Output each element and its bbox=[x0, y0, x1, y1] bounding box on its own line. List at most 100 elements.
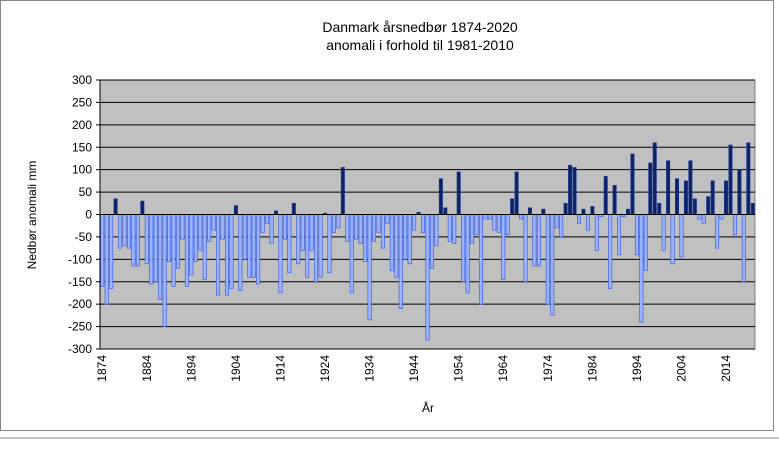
bar bbox=[581, 208, 586, 215]
bar bbox=[175, 214, 180, 269]
y-tick-label: -200 bbox=[68, 297, 92, 311]
bar bbox=[438, 178, 443, 215]
x-tick-label: 1984 bbox=[585, 355, 599, 382]
bar bbox=[300, 214, 305, 251]
bar bbox=[149, 214, 154, 285]
bar bbox=[706, 196, 711, 215]
bar bbox=[496, 214, 501, 233]
bar bbox=[527, 207, 532, 215]
bar bbox=[563, 202, 568, 215]
bar bbox=[429, 214, 434, 269]
bar bbox=[345, 214, 350, 242]
bar bbox=[577, 214, 581, 224]
bar bbox=[501, 214, 506, 280]
bar bbox=[180, 214, 185, 240]
bar bbox=[287, 214, 292, 274]
bar bbox=[184, 214, 189, 287]
bar bbox=[545, 214, 550, 305]
bar bbox=[296, 214, 301, 265]
x-tick-label: 1924 bbox=[318, 355, 332, 382]
y-tick-label: -250 bbox=[68, 320, 92, 334]
x-tick-label: 1934 bbox=[363, 355, 377, 382]
bar bbox=[265, 214, 270, 224]
bar bbox=[389, 214, 394, 271]
bar bbox=[510, 198, 515, 215]
bar bbox=[113, 198, 118, 215]
bar bbox=[193, 214, 198, 262]
bar bbox=[104, 214, 109, 305]
bar bbox=[657, 202, 662, 215]
bar bbox=[291, 202, 296, 215]
chart-title: Danmark årsnedbør 1874-2020 bbox=[322, 19, 518, 35]
bar bbox=[407, 214, 412, 265]
bar bbox=[282, 214, 287, 240]
y-tick-label: -100 bbox=[68, 252, 92, 266]
y-tick-label: 150 bbox=[72, 140, 92, 154]
y-tick-label: 250 bbox=[72, 95, 92, 109]
bar bbox=[452, 214, 457, 244]
bar bbox=[661, 214, 666, 251]
bar bbox=[536, 214, 541, 267]
bar bbox=[229, 214, 234, 289]
bar bbox=[550, 214, 555, 316]
bar bbox=[126, 214, 131, 249]
bar bbox=[492, 214, 497, 231]
bar bbox=[363, 214, 368, 262]
bar bbox=[519, 214, 524, 220]
bar bbox=[158, 214, 163, 300]
bar bbox=[732, 214, 737, 235]
bar bbox=[670, 214, 675, 265]
bar bbox=[189, 214, 194, 276]
y-axis-label: Nedbør anomali mm bbox=[25, 161, 39, 270]
bar bbox=[679, 214, 684, 258]
bar bbox=[358, 214, 363, 244]
bar bbox=[461, 214, 466, 283]
bar bbox=[309, 214, 314, 251]
bar bbox=[372, 214, 377, 242]
bar bbox=[211, 214, 216, 231]
bar bbox=[224, 214, 229, 296]
bar bbox=[131, 214, 136, 267]
bar bbox=[269, 214, 274, 244]
bar bbox=[140, 200, 145, 215]
bar bbox=[260, 214, 265, 233]
bar bbox=[746, 142, 751, 215]
bar bbox=[505, 214, 510, 235]
bar bbox=[207, 214, 212, 242]
bar bbox=[412, 214, 417, 231]
x-tick-label: 1904 bbox=[229, 355, 243, 382]
bar bbox=[719, 214, 724, 220]
chart-subtitle: anomali i forhold til 1981-2010 bbox=[326, 37, 514, 53]
bar bbox=[554, 214, 559, 229]
bar bbox=[634, 214, 639, 256]
bar bbox=[318, 214, 323, 278]
bar bbox=[162, 214, 167, 327]
y-tick-label: 50 bbox=[79, 185, 93, 199]
bar bbox=[171, 214, 176, 287]
bar bbox=[233, 205, 238, 215]
x-tick-label: 1954 bbox=[452, 355, 466, 382]
bar bbox=[443, 207, 448, 215]
bar bbox=[594, 214, 599, 251]
y-tick-label: 300 bbox=[72, 73, 92, 87]
bar bbox=[153, 214, 158, 283]
bar bbox=[256, 214, 261, 285]
bar bbox=[626, 208, 631, 215]
bar bbox=[376, 214, 381, 233]
bar bbox=[202, 214, 207, 280]
bar bbox=[474, 214, 479, 235]
bar bbox=[216, 214, 221, 296]
bar bbox=[612, 185, 617, 215]
bar bbox=[380, 214, 385, 249]
bar bbox=[603, 176, 608, 215]
bar bbox=[697, 214, 702, 220]
bar bbox=[198, 214, 203, 251]
x-tick-label: 1874 bbox=[95, 355, 109, 382]
bar bbox=[639, 214, 644, 323]
bar bbox=[144, 214, 149, 265]
bar bbox=[238, 214, 243, 292]
bar bbox=[349, 214, 354, 294]
bar bbox=[683, 180, 688, 215]
bar bbox=[715, 214, 720, 249]
y-tick-label: 100 bbox=[72, 163, 92, 177]
